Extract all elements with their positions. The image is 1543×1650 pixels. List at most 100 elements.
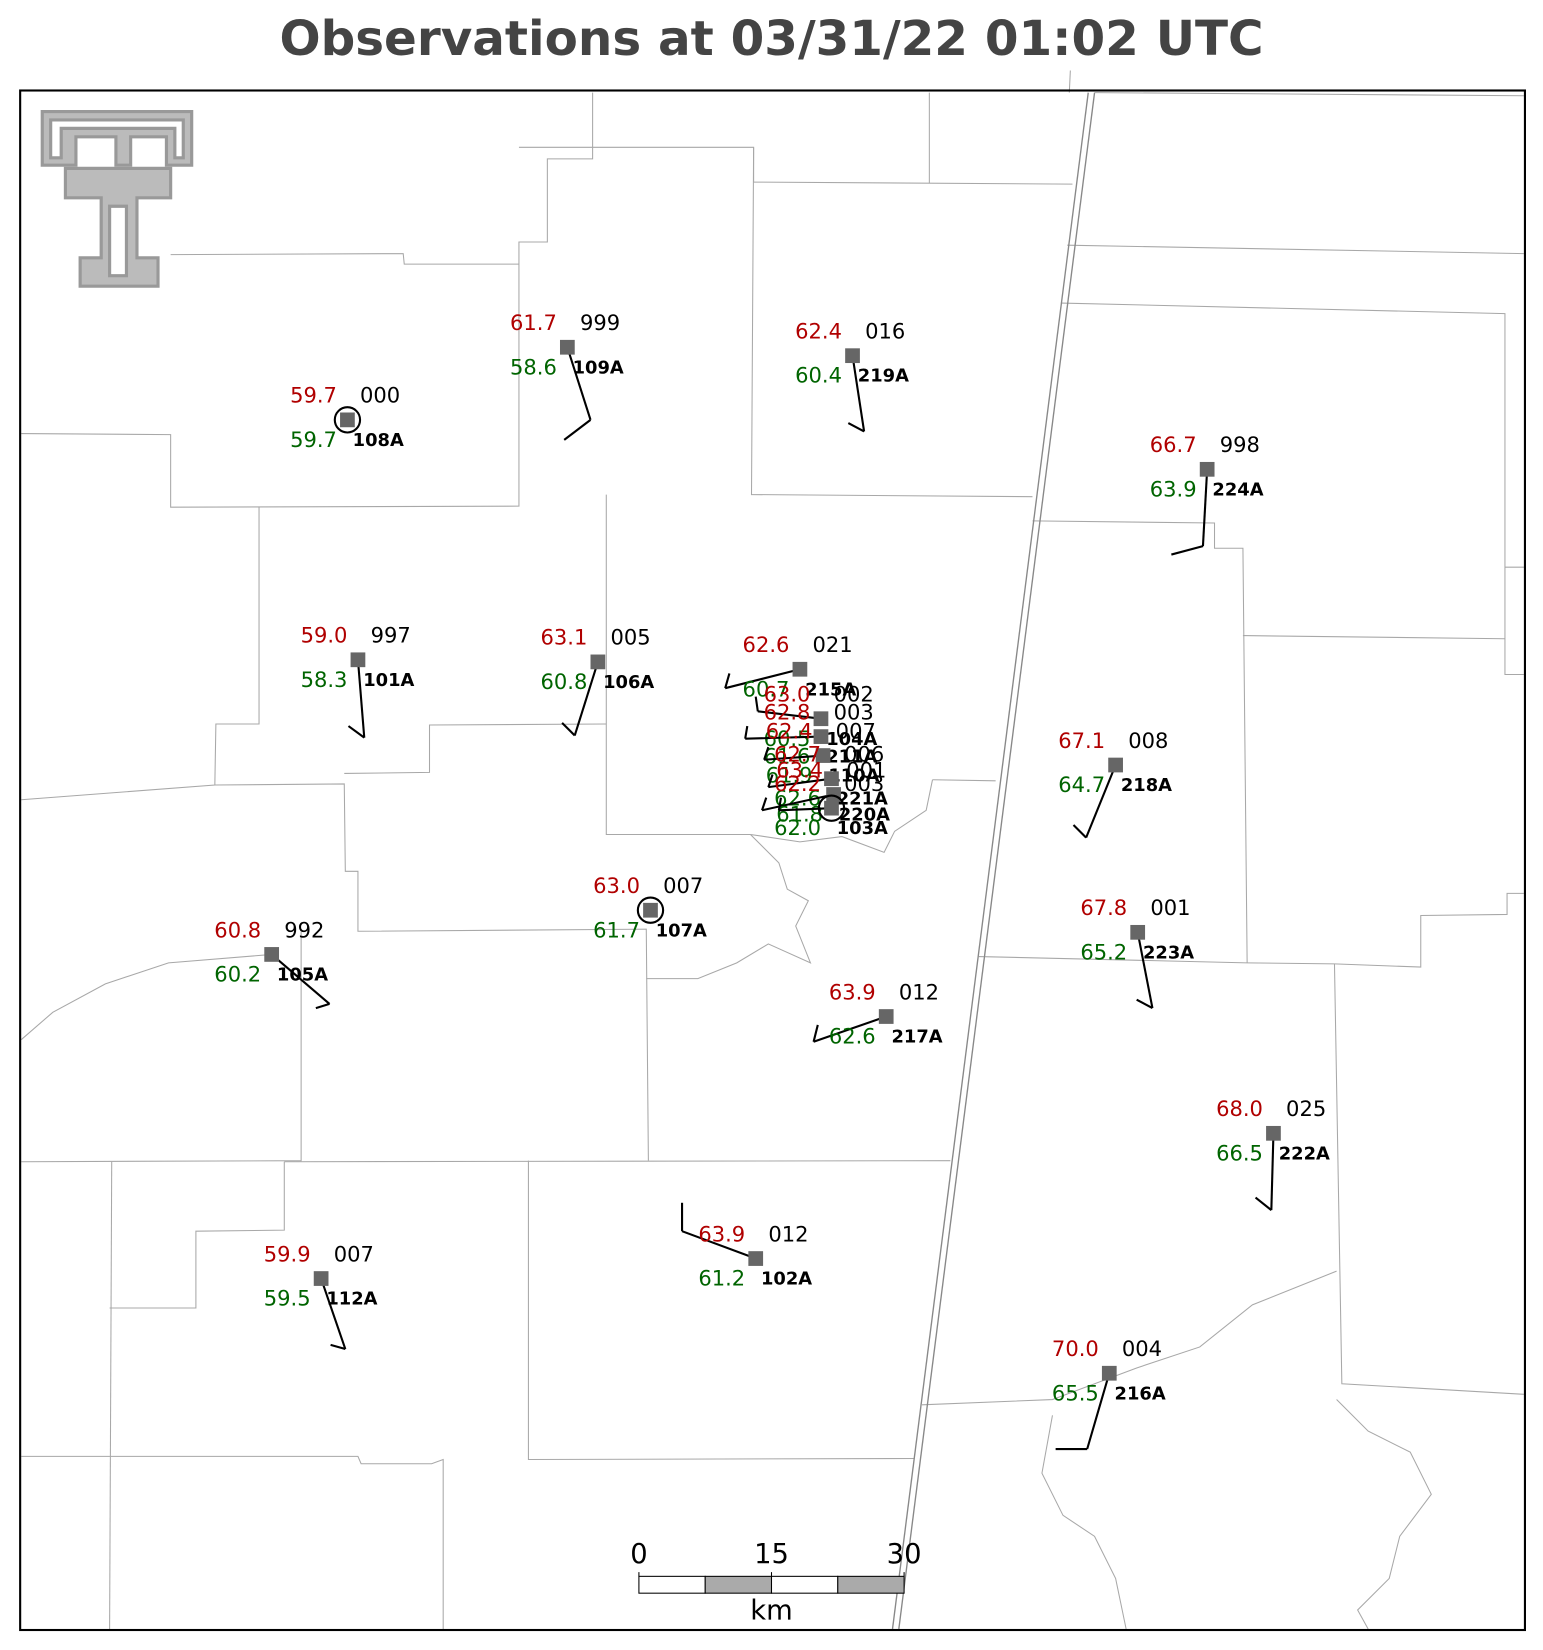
temperature: 63.0 bbox=[593, 873, 640, 898]
pressure: 016 bbox=[865, 319, 905, 344]
wind-shaft bbox=[573, 661, 599, 736]
calm-ring bbox=[817, 794, 846, 822]
scale-bar: 0 15 30 km bbox=[630, 1539, 921, 1627]
pressure: 003 bbox=[844, 771, 884, 796]
wind-shaft bbox=[320, 1278, 347, 1350]
station-id: 224A bbox=[1212, 479, 1263, 500]
wind-shaft bbox=[757, 710, 822, 720]
pressure: 007 bbox=[334, 1241, 374, 1266]
station-id: 106A bbox=[603, 672, 654, 693]
temperature: 62.8 bbox=[764, 699, 811, 724]
pressure: 003 bbox=[834, 699, 874, 724]
wind-shaft bbox=[1201, 469, 1209, 547]
station-id: 103A bbox=[837, 818, 888, 839]
dewpoint: 65.2 bbox=[1080, 939, 1127, 964]
station: 61.7 999 58.6 109A bbox=[510, 310, 624, 441]
station-id: 218A bbox=[1121, 775, 1172, 796]
station-id: 101A bbox=[363, 670, 414, 691]
station-id: 108A bbox=[353, 430, 404, 451]
calm-ring bbox=[333, 406, 362, 434]
wind-shaft bbox=[270, 953, 331, 1005]
station-id: 216A bbox=[1115, 1383, 1166, 1404]
station-marker bbox=[845, 348, 860, 364]
station: 68.0 025 66.5 222A bbox=[1216, 1096, 1330, 1211]
dewpoint: 59.5 bbox=[264, 1286, 311, 1311]
pressure: 012 bbox=[768, 1221, 808, 1246]
wind-barb bbox=[1254, 1196, 1272, 1211]
temperature: 63.1 bbox=[541, 625, 588, 650]
logo bbox=[40, 109, 194, 288]
pressure: 999 bbox=[580, 310, 620, 335]
station-marker bbox=[313, 1271, 329, 1286]
pressure: 007 bbox=[663, 873, 703, 898]
wind-barb bbox=[767, 774, 774, 788]
wind-barb bbox=[563, 419, 592, 441]
temperature: 67.8 bbox=[1080, 895, 1127, 920]
station-marker bbox=[748, 1251, 764, 1266]
station-marker bbox=[1101, 1365, 1117, 1381]
pressure: 997 bbox=[371, 623, 411, 648]
station: 59.0 997 58.3 101A bbox=[301, 623, 415, 739]
wind-barb bbox=[315, 1002, 330, 1010]
wind-shaft bbox=[778, 807, 832, 812]
station-id: 109A bbox=[573, 357, 624, 378]
station-id: 112A bbox=[326, 1289, 377, 1310]
station-marker bbox=[824, 800, 839, 816]
station: 59.7 000 59.7 108A bbox=[290, 383, 404, 452]
wind-shaft bbox=[1085, 764, 1117, 839]
station-id: 219A bbox=[858, 366, 909, 387]
temperature: 70.0 bbox=[1052, 1336, 1099, 1361]
title: Observations at 03/31/22 01:02 UTC bbox=[279, 11, 1263, 67]
station-marker bbox=[1266, 1125, 1281, 1141]
temperature: 68.0 bbox=[1216, 1096, 1263, 1121]
wind-shaft bbox=[1086, 1372, 1111, 1450]
temperature: 59.0 bbox=[301, 623, 348, 648]
wind-barb bbox=[761, 797, 768, 811]
station: 62.4 016 60.4 219A bbox=[795, 319, 909, 433]
temperature: 59.9 bbox=[264, 1241, 311, 1266]
pressure: 002 bbox=[834, 682, 874, 707]
dewpoint: 60.8 bbox=[541, 669, 588, 694]
station-marker bbox=[264, 947, 280, 962]
pressure: 005 bbox=[610, 625, 650, 650]
station-marker bbox=[792, 661, 808, 677]
pressure: 006 bbox=[844, 742, 884, 767]
stations: 59.7 000 59.7 108A 61.7 999 58.6 109A 62.4 016 60.… bbox=[214, 310, 1330, 1451]
pressure: 998 bbox=[1220, 432, 1260, 457]
station-id: 215A bbox=[805, 679, 856, 700]
wind-shaft bbox=[356, 659, 366, 738]
wind-barb bbox=[744, 725, 749, 739]
dewpoint: 61.8 bbox=[776, 802, 823, 827]
station: 63.9 012 61.2 102A bbox=[681, 1202, 812, 1291]
temperature: 62.6 bbox=[743, 632, 790, 657]
station-id: 102A bbox=[761, 1269, 812, 1290]
station-id: 107A bbox=[656, 920, 707, 941]
station-marker bbox=[878, 1009, 894, 1024]
station-id: 211A bbox=[826, 747, 877, 768]
dewpoint: 60.4 bbox=[795, 363, 842, 388]
temperature: 63.4 bbox=[776, 757, 823, 782]
wind-barb bbox=[754, 696, 759, 712]
dewpoint: 66.5 bbox=[1216, 1140, 1263, 1165]
pressure: 992 bbox=[284, 917, 324, 942]
station-marker bbox=[350, 652, 366, 668]
station-marker bbox=[643, 902, 658, 918]
temperature: 67.1 bbox=[1058, 728, 1105, 753]
dewpoint: 62.0 bbox=[774, 815, 821, 840]
station-id: 221A bbox=[837, 789, 888, 810]
wind-shaft bbox=[566, 346, 592, 421]
scale-unit: km bbox=[750, 1596, 792, 1627]
pressure: 001 bbox=[846, 757, 886, 782]
dewpoint: 58.6 bbox=[510, 354, 557, 379]
wind-shaft bbox=[1136, 932, 1154, 1009]
wind-barb bbox=[347, 725, 365, 739]
wind-shaft bbox=[851, 355, 866, 432]
scale-segment bbox=[837, 1575, 905, 1594]
station-id: 104A bbox=[826, 729, 877, 750]
station-id: 110A bbox=[828, 766, 879, 787]
temperature: 63.9 bbox=[698, 1221, 745, 1246]
wind-shaft bbox=[1270, 1133, 1275, 1211]
temperature: 60.8 bbox=[214, 917, 261, 942]
pressure: 025 bbox=[1286, 1096, 1326, 1121]
